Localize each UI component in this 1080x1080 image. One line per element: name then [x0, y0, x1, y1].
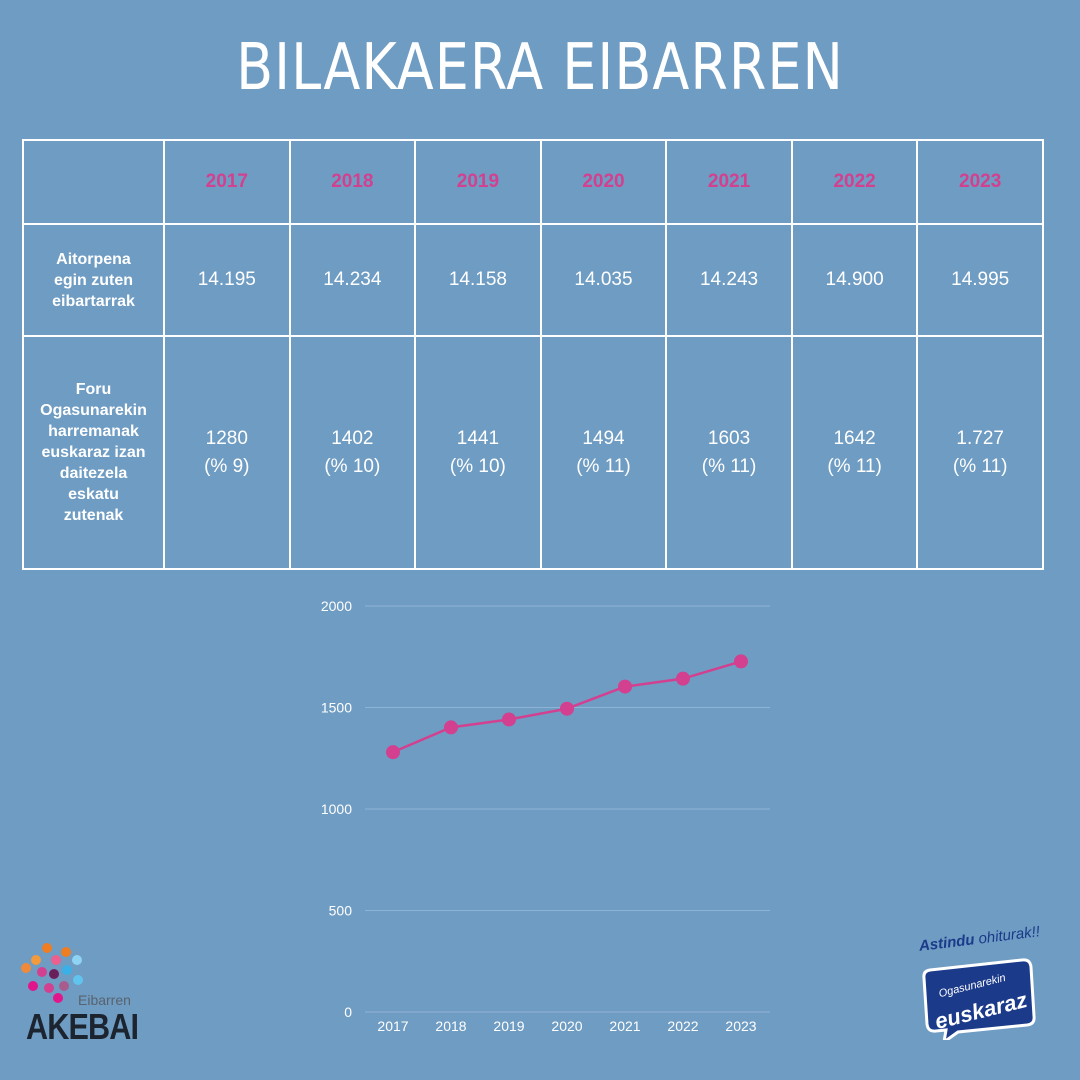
cell-value: 1642: [833, 427, 876, 449]
x-tick-label: 2021: [609, 1018, 640, 1034]
y-tick-label: 2000: [321, 598, 352, 614]
year-header: 2020: [539, 139, 668, 225]
table-header-row: 2017 2018 2019 2020 2021 2022 2023: [22, 139, 1044, 225]
x-tick-label: 2018: [435, 1018, 466, 1034]
data-point: [386, 745, 400, 760]
x-tick-label: 2017: [377, 1018, 408, 1034]
y-tick-label: 500: [329, 903, 353, 919]
y-tick-label: 0: [344, 1004, 352, 1020]
data-point: [444, 720, 458, 735]
cell-percent: (% 11): [827, 455, 882, 477]
table-cell: 14.234: [288, 223, 417, 337]
cell-value: 1402: [331, 427, 374, 449]
y-tick-label: 1500: [321, 700, 352, 716]
table-corner-cell: [22, 139, 165, 225]
campaign-logo: Astindu ohiturak!! Ogasunarekin euskaraz: [910, 920, 1041, 1040]
table-cell: 14.195: [163, 223, 291, 337]
table-cell: 1402 (% 10): [288, 335, 417, 570]
year-header: 2017: [163, 139, 291, 225]
cell-value: 14.243: [699, 269, 759, 290]
x-tick-label: 2022: [667, 1018, 698, 1034]
cell-percent: (% 10): [449, 455, 506, 477]
cell-percent: (% 11): [952, 455, 1008, 477]
data-point: [734, 654, 748, 669]
year-header: 2022: [790, 139, 919, 225]
dots-logo-icon: [21, 943, 83, 1003]
cell-value: 14.195: [197, 269, 256, 290]
row-label: Foru Ogasunarekin harremanak euskaraz iz…: [22, 335, 165, 570]
x-tick-label: 2019: [493, 1018, 524, 1034]
table-cell: 1.727 (% 11): [916, 335, 1044, 570]
year-header: 2018: [288, 139, 417, 225]
y-tick-label: 1000: [321, 801, 352, 817]
cell-value: 14.995: [951, 269, 1010, 290]
table-cell: 14.995: [916, 223, 1044, 337]
table-cell: 14.243: [665, 223, 793, 337]
cell-value: 14.234: [323, 269, 382, 290]
data-point: [676, 671, 690, 686]
cell-value: 1280: [205, 427, 248, 449]
cell-percent: (% 10): [324, 455, 381, 477]
speech-bubble-icon: [922, 958, 1036, 1040]
page-title: BILAKAERA EIBARREN: [236, 30, 844, 105]
cell-percent: (% 11): [701, 455, 757, 477]
year-header: 2023: [916, 139, 1044, 225]
x-tick-label: 2023: [725, 1018, 756, 1034]
cell-value: 1441: [456, 427, 500, 449]
stats-table: 2017 2018 2019 2020 2021 2022 2023 Aitor…: [22, 139, 1044, 570]
cell-percent: (% 11): [576, 455, 631, 477]
cell-value: 14.900: [825, 269, 884, 290]
table-row: Foru Ogasunarekin harremanak euskaraz iz…: [22, 335, 1044, 570]
table-cell: 1642 (% 11): [790, 335, 919, 570]
data-point: [560, 701, 574, 716]
cell-value: 14.158: [448, 269, 507, 290]
cell-value: 1603: [707, 427, 751, 449]
akebai-wordmark: AKEBAI: [26, 1006, 139, 1047]
table-row: Aitorpena egin zuten eibartarrak 14.195 …: [22, 223, 1044, 337]
akebai-sub-label: Eibarren: [78, 992, 131, 1008]
cell-percent: (% 9): [204, 455, 250, 477]
year-header: 2019: [414, 139, 542, 225]
table-cell: 1603 (% 11): [665, 335, 793, 570]
table-cell: 14.158: [414, 223, 542, 337]
cell-value: 14.035: [574, 269, 633, 290]
data-point: [502, 712, 516, 727]
x-tick-label: 2020: [551, 1018, 582, 1034]
table-cell: 14.035: [539, 223, 668, 337]
row-label: Aitorpena egin zuten eibartarrak: [22, 223, 165, 337]
cell-value: 1494: [582, 427, 625, 449]
table-cell: 14.900: [790, 223, 919, 337]
akebai-logo: Eibarren AKEBAI: [20, 940, 150, 1050]
table-cell: 1441 (% 10): [414, 335, 542, 570]
year-header: 2021: [665, 139, 793, 225]
table-cell: 1494 (% 11): [539, 335, 668, 570]
cell-value: 1.727: [956, 427, 1004, 449]
data-point: [618, 679, 632, 694]
table-cell: 1280 (% 9): [163, 335, 291, 570]
